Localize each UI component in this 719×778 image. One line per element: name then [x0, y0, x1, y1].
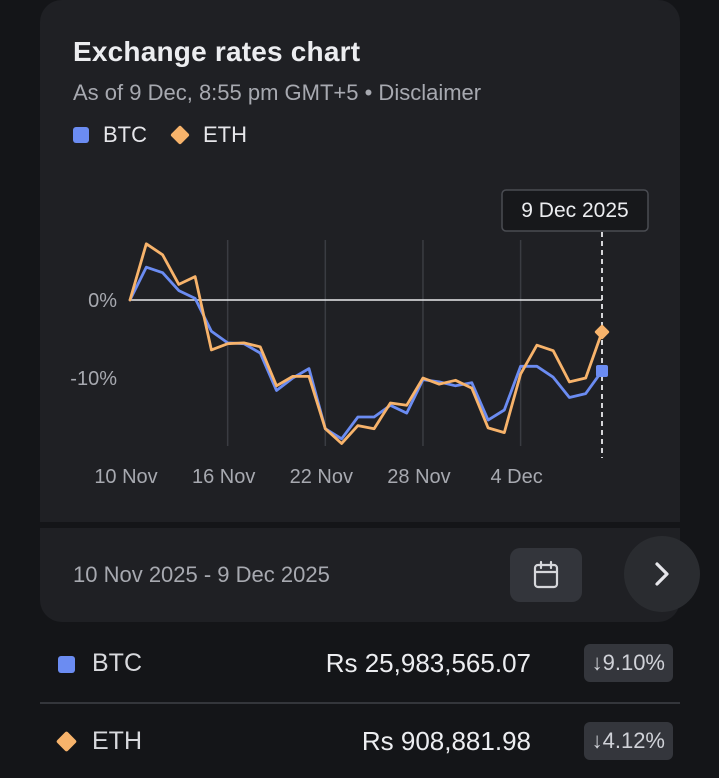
x-tick-label: 22 Nov	[290, 466, 353, 488]
currency-name: BTC	[92, 649, 142, 677]
btc-square-icon	[58, 656, 75, 673]
change-badge: ↓4.12%	[583, 722, 673, 760]
series-line-eth	[128, 242, 604, 445]
next-button[interactable]	[624, 536, 700, 612]
chart-title: Exchange rates chart	[73, 36, 361, 67]
chart-subtitle[interactable]: As of 9 Dec, 8:55 pm GMT+5 • Disclaimer	[73, 80, 482, 105]
eth-diamond-icon	[55, 730, 78, 753]
x-tick-label: 28 Nov	[387, 466, 450, 488]
btc-square-icon	[73, 127, 89, 143]
card-divider	[40, 522, 680, 528]
tooltip-date: 9 Dec 2025	[521, 199, 628, 222]
currency-price: Rs 908,881.98	[361, 726, 531, 756]
tooltip-box	[501, 189, 649, 232]
calendar-icon	[533, 560, 559, 589]
rate-row-btc[interactable]: BTC Rs 25,983,565.07 ↓9.10%	[40, 634, 680, 694]
date-range-label: 10 Nov 2025 - 9 Dec 2025	[73, 562, 330, 587]
x-tick-label: 16 Nov	[192, 466, 255, 488]
line-chart[interactable]: 0% -10% 10 Nov 16 Nov 22 Nov 28 Nov 4 Dec 9 Dec…	[0, 0, 719, 520]
eth-point-marker	[594, 324, 610, 340]
chart-legend: BTC ETH	[73, 121, 269, 149]
btc-point-marker	[596, 364, 608, 377]
series-line-btc	[128, 265, 604, 441]
legend-label-eth: ETH	[203, 122, 247, 147]
rate-row-eth[interactable]: ETH Rs 908,881.98 ↓4.12%	[40, 712, 680, 772]
chevron-right-icon	[655, 562, 669, 586]
legend-item-eth: ETH	[169, 122, 247, 148]
y-tick-label: -10%	[70, 368, 117, 390]
chart-card	[40, 0, 680, 622]
x-tick-label: 10 Nov	[94, 466, 157, 488]
change-badge: ↓9.10%	[583, 644, 673, 682]
x-tick-label: 4 Dec	[490, 466, 542, 488]
currency-price: Rs 25,983,565.07	[325, 648, 531, 678]
currency-name: ETH	[92, 727, 142, 755]
legend-item-btc: BTC	[73, 122, 147, 148]
calendar-button[interactable]	[510, 548, 582, 602]
row-divider	[40, 702, 680, 704]
y-tick-label: 0%	[88, 290, 117, 312]
legend-label-btc: BTC	[103, 122, 147, 147]
